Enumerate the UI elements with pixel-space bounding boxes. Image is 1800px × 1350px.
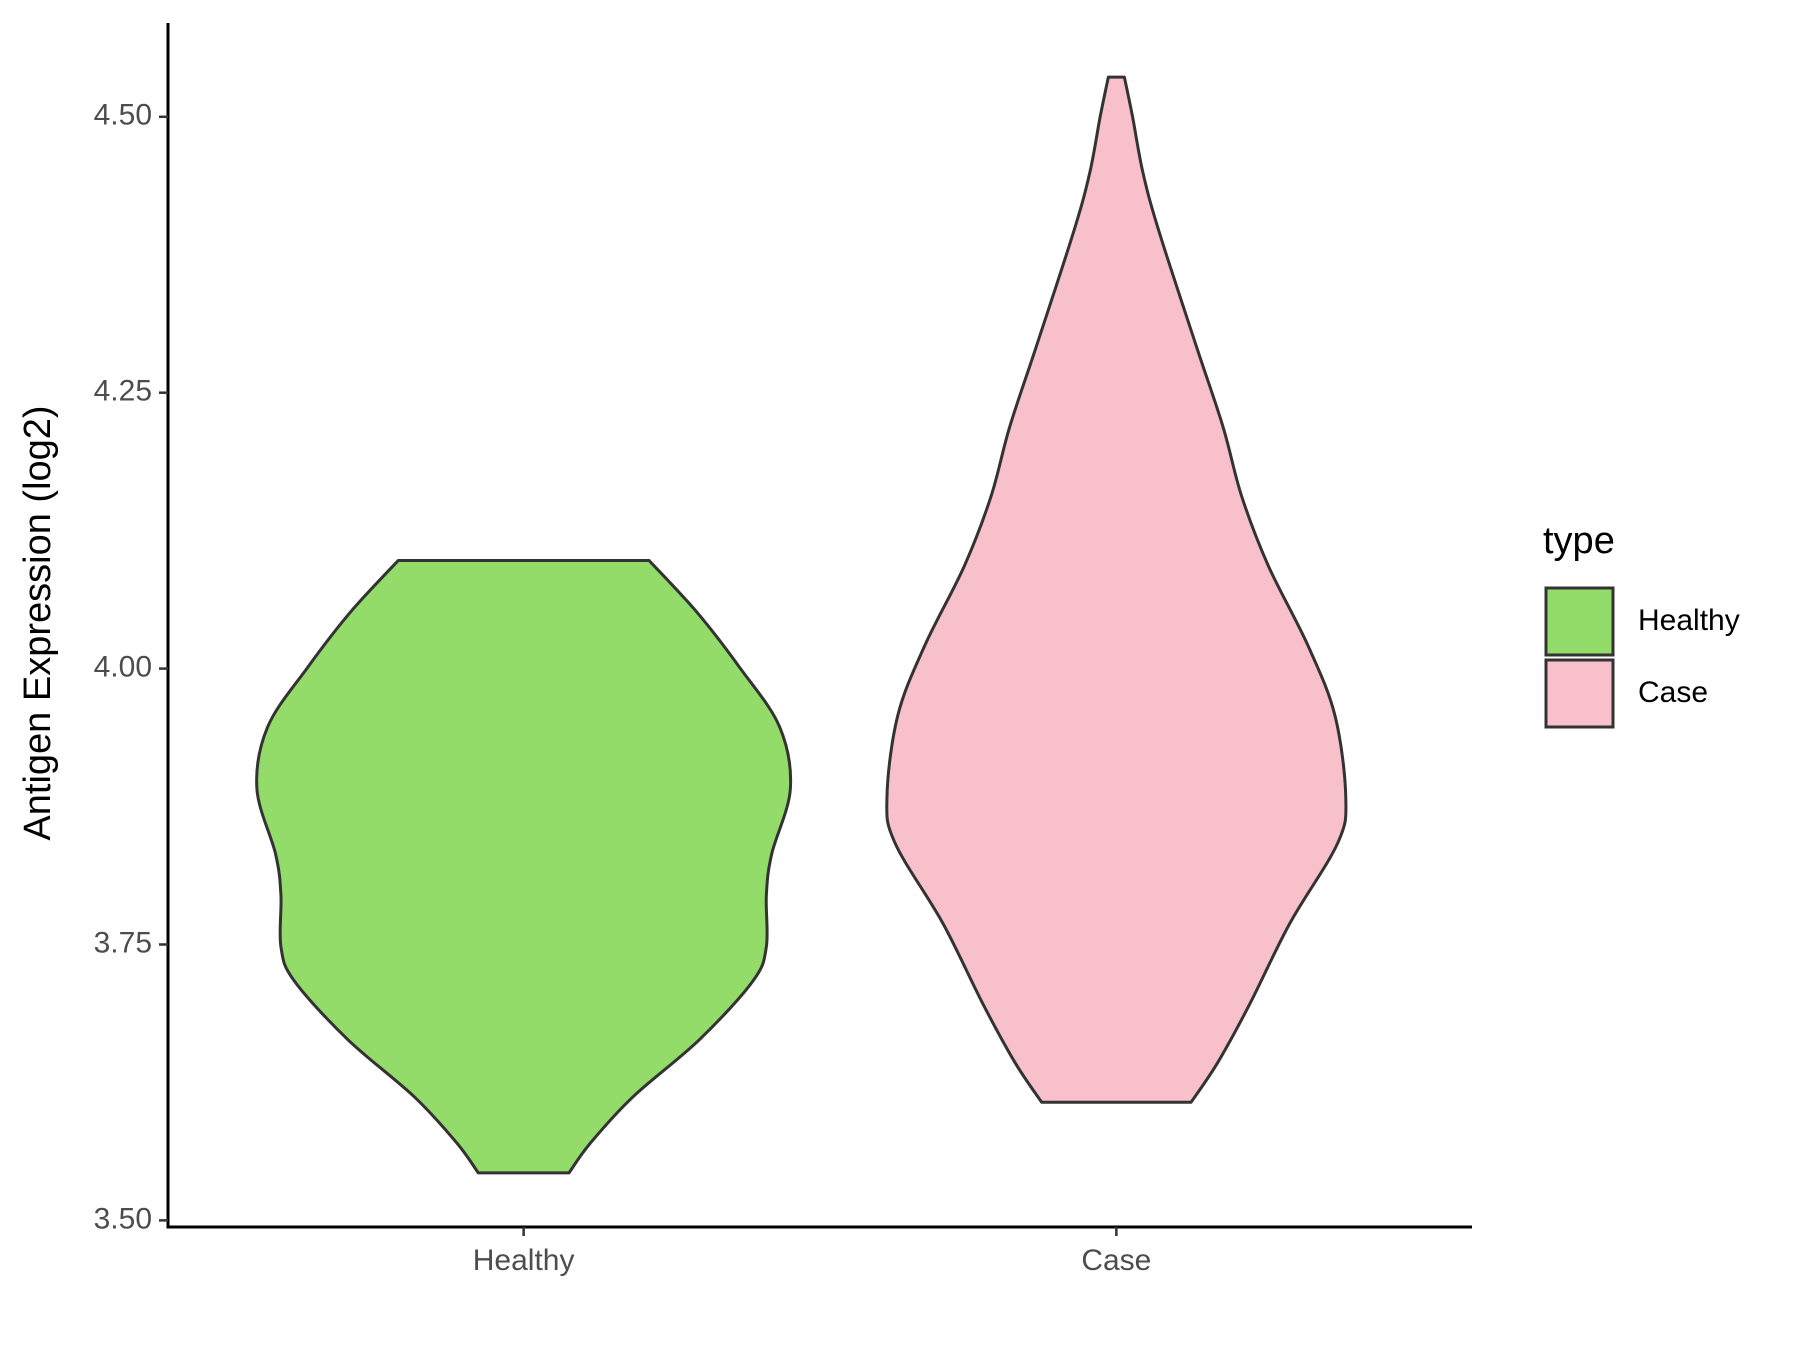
legend-key: [1544, 586, 1615, 657]
violin: [885, 75, 1348, 1104]
legend-title: type: [1543, 520, 1615, 562]
y-axis-title: Antigen Expression (log2): [17, 405, 59, 840]
y-tick-label: 3.75: [94, 926, 152, 959]
violin: [255, 558, 793, 1175]
y-tick-label: 3.50: [94, 1202, 152, 1235]
legend-key: [1544, 658, 1615, 729]
legend-label: Healthy: [1638, 604, 1740, 637]
legend-label: Case: [1638, 676, 1708, 709]
x-tick-label: Healthy: [473, 1244, 575, 1277]
y-tick-label: 4.00: [94, 651, 152, 684]
x-tick-label: Case: [1081, 1244, 1151, 1277]
y-tick-label: 4.25: [94, 375, 152, 408]
y-tick-label: 4.50: [94, 99, 152, 132]
